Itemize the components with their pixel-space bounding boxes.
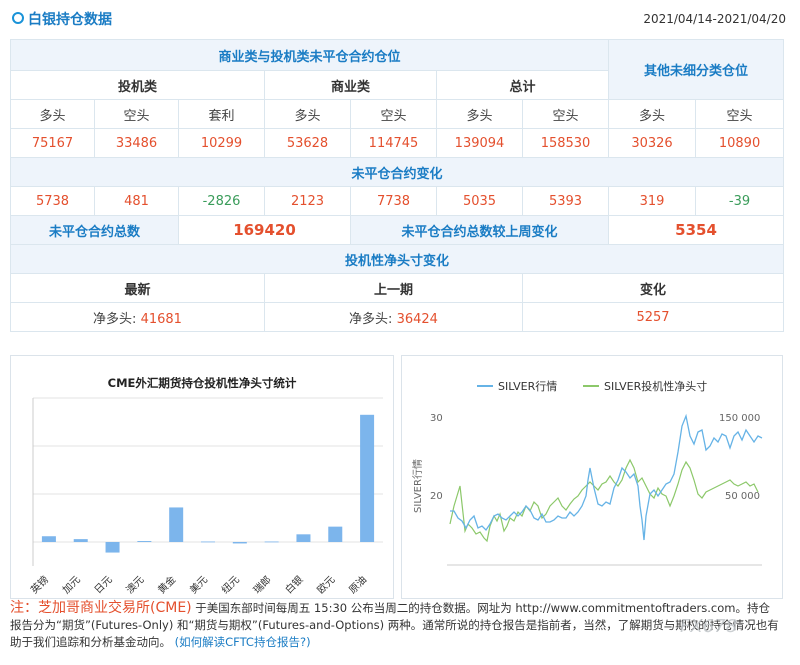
bar-加元 (73, 539, 88, 542)
page-title: 白银持仓数据 (28, 12, 112, 28)
change-value: 319 (608, 186, 697, 216)
bar-chart-panel: CME外汇期货持仓投机性净头寸统计 英镑 加元 日元 澳元 黄金 美元 纽元 瑞郎 白银 欧元 原油 (10, 355, 394, 599)
subgroup-commercial: 商业类 (264, 70, 437, 100)
bar-澳元 (137, 541, 152, 542)
note-label: 注： (10, 600, 38, 616)
total-value: 169420 (178, 215, 351, 245)
net-header-latest: 最新 (10, 273, 265, 303)
position-value: 10299 (178, 128, 265, 158)
net-previous-cell: 净多头: 36424 (264, 302, 523, 332)
footer-note: 注：芝加哥商业交易所(CME) 于美国东部时间每周五 15:30 公布当周二的持… (10, 600, 780, 651)
y-axis-label: SILVER行情 (411, 459, 424, 513)
total-label: 未平仓合约总数 (10, 215, 179, 245)
net-latest-cell: 净多头: 41681 (10, 302, 265, 332)
position-value: 114745 (350, 128, 437, 158)
net-prefix: 净多头: (93, 311, 137, 327)
category-label: 美元 (187, 573, 210, 596)
bar-瑞郎 (264, 541, 279, 543)
change-title: 未平仓合约变化 (9, 157, 785, 187)
bar-原油 (360, 414, 375, 542)
page-header: 白银持仓数据 2021/04/14-2021/04/20 (0, 0, 800, 38)
change-value: 7738 (350, 186, 437, 216)
right-tick: 150 000 (719, 413, 760, 424)
net-title: 投机性净头寸变化 (9, 244, 785, 274)
col-header: 空头 (350, 99, 437, 129)
bar-英镑 (41, 536, 56, 542)
group-title: 商业类与投机类未平仓合约仓位 (9, 39, 610, 71)
col-header: 多头 (436, 99, 523, 129)
total-change-value: 5354 (608, 215, 785, 245)
category-label: 英镑 (28, 573, 51, 596)
left-tick: 30 (430, 413, 443, 424)
category-label: 澳元 (123, 573, 146, 596)
net-change-value: 5257 (521, 302, 785, 332)
series-line-silver-price (450, 413, 763, 541)
change-value: 5035 (436, 186, 523, 216)
category-label: 加元 (60, 574, 83, 597)
position-value: 75167 (10, 128, 95, 158)
other-title: 其他未细分类仓位 (608, 39, 785, 100)
net-previous-value: 36424 (396, 311, 438, 327)
change-value: 481 (94, 186, 179, 216)
subgroup-total: 总计 (435, 70, 610, 100)
bar-白银 (296, 534, 311, 542)
bar-chart: CME外汇期货持仓投机性净头寸统计 英镑 加元 日元 澳元 黄金 美元 纽元 瑞郎 白银 欧元 原油 (28, 376, 383, 597)
col-header: 多头 (10, 99, 95, 129)
net-prefix: 净多头: (349, 311, 393, 327)
total-change-label: 未平仓合约总数较上周变化 (349, 215, 610, 245)
category-label: 白银 (282, 573, 305, 596)
date-range: 2021/04/14-2021/04/20 (643, 12, 786, 26)
bar-chart-title: CME外汇期货持仓投机性净头寸统计 (108, 376, 297, 390)
position-value: 53628 (264, 128, 351, 158)
bar-黄金 (169, 507, 184, 542)
col-header: 空头 (521, 99, 610, 129)
cftc-guide-link[interactable]: (如何解读CFTC持仓报告?) (174, 635, 311, 649)
change-value: 5738 (10, 186, 95, 216)
bar-日元 (105, 542, 120, 553)
line-chart-panel: SILVER行情 SILVER投机性净头寸 SILVER行情 30 20 150… (401, 355, 783, 599)
bar-欧元 (328, 526, 343, 542)
category-label: 瑞郎 (250, 573, 273, 596)
bar-美元 (201, 541, 215, 543)
change-value: -39 (695, 186, 785, 216)
change-value: -2826 (178, 186, 265, 216)
category-label: 日元 (93, 574, 115, 596)
change-value: 5393 (521, 186, 610, 216)
note-text: 于美国东部时间每周五 15:30 公布当周二的持仓数据。网址为 http://w… (10, 601, 779, 649)
legend-silver-price: SILVER行情 (498, 380, 557, 393)
net-header-previous: 上一期 (264, 273, 523, 303)
col-header: 多头 (608, 99, 697, 129)
position-value: 158530 (521, 128, 610, 158)
series-line-silver-net (449, 458, 759, 543)
net-latest-value: 41681 (140, 311, 182, 327)
category-label: 欧元 (315, 574, 338, 597)
change-value: 2123 (264, 186, 351, 216)
watermark-logo: FX678 (680, 616, 738, 637)
net-header-change: 变化 (521, 273, 785, 303)
category-label: 原油 (346, 573, 369, 596)
col-header: 多头 (264, 99, 351, 129)
bar-纽元 (232, 542, 247, 544)
position-value: 139094 (436, 128, 523, 158)
section-bullet-icon (12, 12, 24, 24)
left-tick: 20 (430, 491, 443, 502)
position-value: 10890 (695, 128, 785, 158)
col-header: 套利 (178, 99, 265, 129)
category-label: 黄金 (155, 573, 178, 596)
cot-table: 商业类与投机类未平仓合约仓位 其他未细分类仓位 投机类 商业类 总计 多头 空头… (9, 39, 785, 332)
legend-silver-net: SILVER投机性净头寸 (604, 379, 707, 393)
category-label: 纽元 (219, 573, 242, 596)
position-value: 30326 (608, 128, 697, 158)
subgroup-speculative: 投机类 (10, 70, 265, 100)
col-header: 空头 (695, 99, 785, 129)
right-tick: 50 000 (725, 491, 760, 502)
position-value: 33486 (94, 128, 179, 158)
line-chart: SILVER行情 SILVER投机性净头寸 SILVER行情 30 20 150… (411, 379, 763, 566)
col-header: 空头 (94, 99, 179, 129)
note-exchange: 芝加哥商业交易所(CME) (38, 600, 192, 616)
